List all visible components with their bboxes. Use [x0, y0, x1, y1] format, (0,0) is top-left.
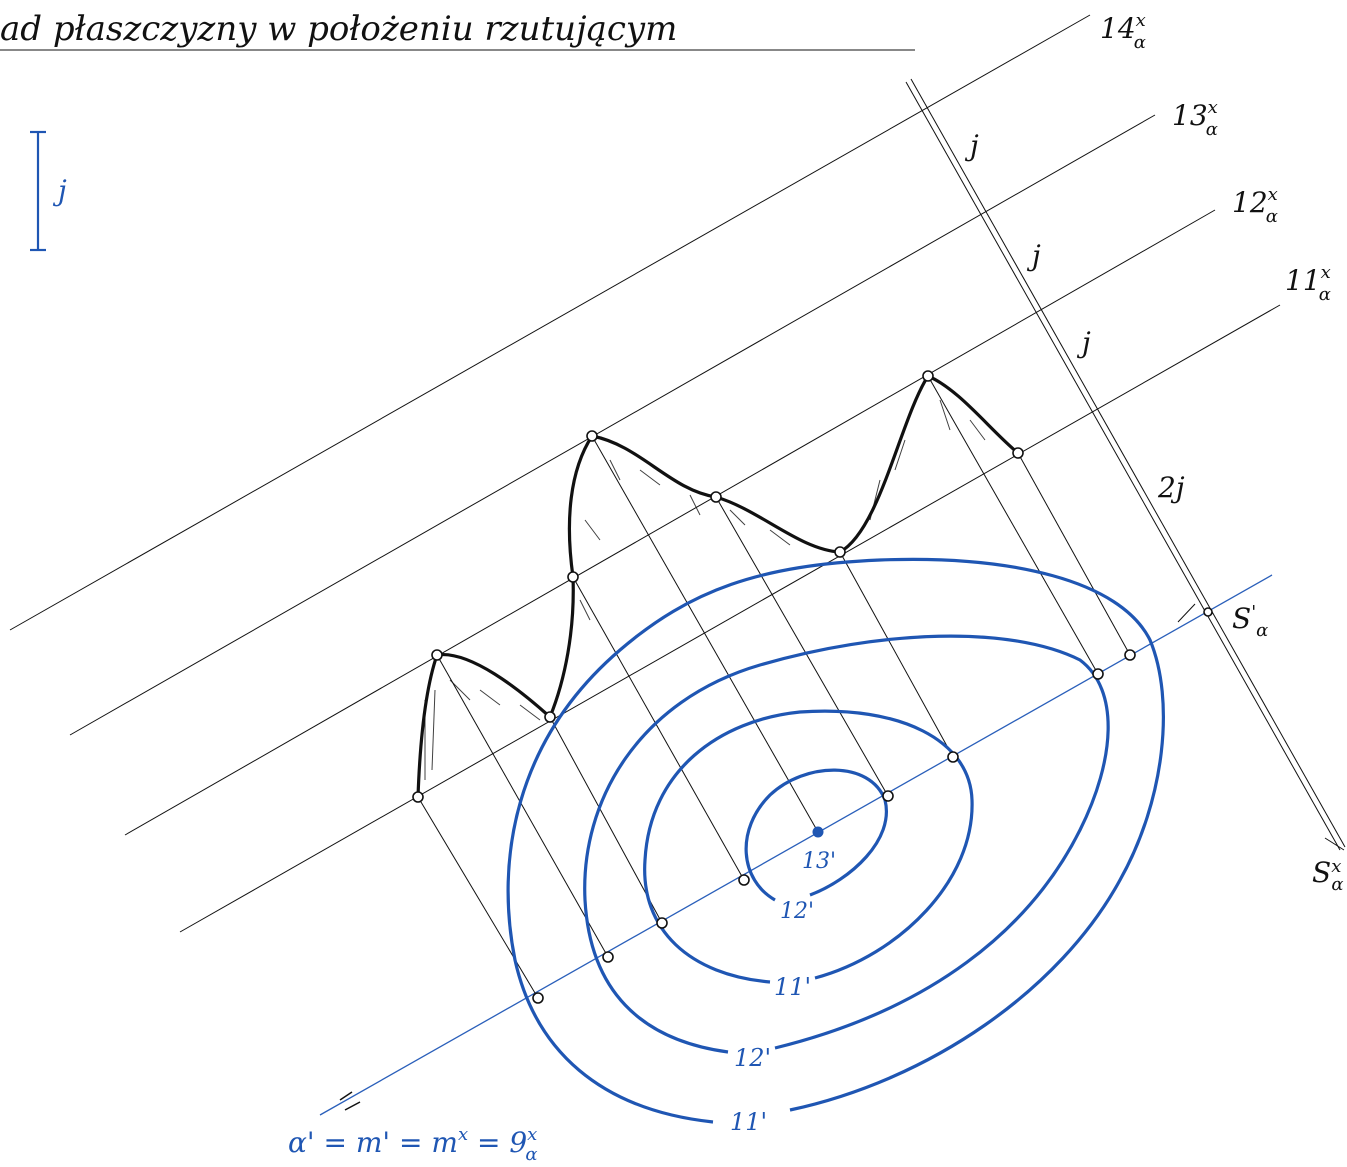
contour-label: 12'	[734, 1044, 771, 1072]
point-label: S'α	[1232, 602, 1268, 641]
contour-label: 13'	[802, 849, 836, 874]
interval-label: 2j	[1157, 471, 1185, 504]
text-part: α	[1331, 874, 1343, 895]
text-part: α' = m' = m	[288, 1126, 458, 1159]
text-part: x	[458, 1124, 468, 1145]
interval-label: j	[1026, 239, 1041, 272]
text-part: 14	[1100, 12, 1136, 45]
text-part: S	[1232, 602, 1251, 635]
text-part: x	[1268, 184, 1278, 205]
text-part: α	[525, 1144, 537, 1165]
text-part: α	[1134, 32, 1146, 53]
contour-label: 12'	[780, 899, 814, 924]
contours	[508, 559, 1163, 1122]
text-part: 11	[1285, 264, 1321, 297]
text-part: x	[1208, 97, 1218, 118]
text-part: S	[1312, 856, 1331, 889]
text-part: x	[1136, 10, 1146, 31]
contour-label: 11'	[774, 973, 811, 1001]
title: ad płaszczyzny w położeniu rzutującym	[0, 9, 677, 49]
contour-label: 11'	[730, 1108, 767, 1136]
text-part: α	[1319, 284, 1331, 305]
diagram: ad płaszczyzny w położeniu rzutującym j	[0, 0, 1347, 1167]
text-part: α	[1256, 620, 1268, 641]
interval-label: j	[964, 129, 979, 162]
text-part: = 9	[468, 1126, 527, 1159]
text-part: 12	[1232, 186, 1268, 219]
text-part: 13	[1172, 99, 1208, 132]
text-part: x	[1321, 262, 1331, 283]
interval-label: j	[1076, 326, 1091, 359]
projection-axis	[906, 79, 1345, 850]
text-part: α	[1206, 119, 1218, 140]
scale-label: j	[52, 174, 67, 207]
text-part: α	[1266, 206, 1278, 227]
scale-bar	[30, 132, 46, 250]
projectors	[418, 376, 1130, 998]
text-part: x	[527, 1124, 537, 1145]
